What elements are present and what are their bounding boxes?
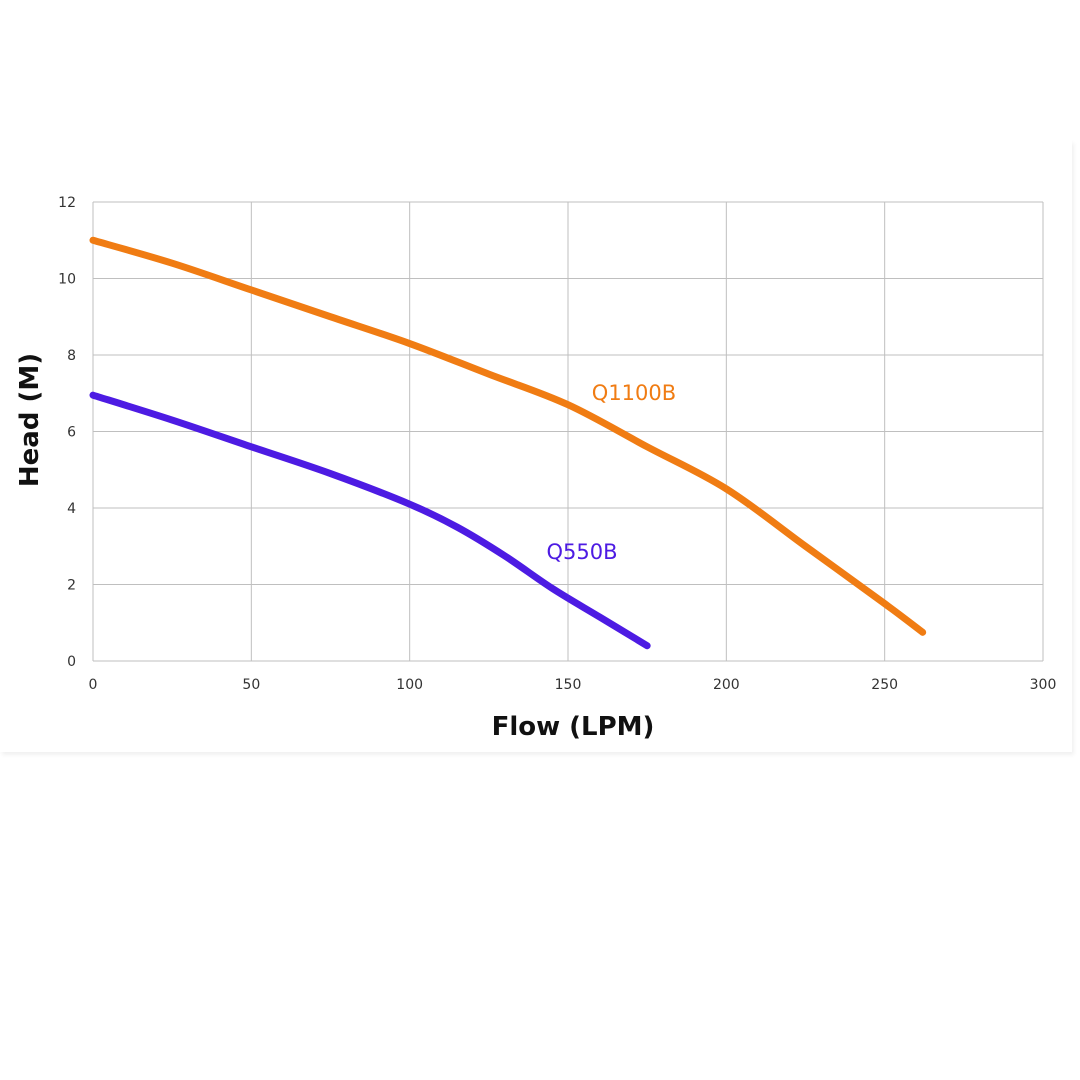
x-axis-title: Flow (LPM) [492,712,655,742]
x-tick-label: 100 [396,677,423,693]
x-tick-label: 200 [713,677,740,693]
y-tick-label: 4 [67,501,76,517]
y-axis-title: Head (M) [15,353,45,487]
y-tick-label: 2 [67,578,76,594]
x-tick-label: 150 [555,677,582,693]
series-line-q1100b [89,236,927,636]
grid [92,201,1044,662]
chart-panel: 0 50 100 150 200 250 300 0 2 4 6 8 10 12 Q1100B Q550B … [0,140,1072,752]
series-labels: Q1100B Q550B [546,381,676,564]
series-label-q1100b: Q1100B [592,381,676,405]
y-tick-label: 8 [67,348,76,364]
series-line-q550b [89,391,651,650]
y-tick-label: 0 [67,654,76,670]
tick-labels: 0 50 100 150 200 250 300 0 2 4 6 8 10 12 [58,195,1056,693]
x-tick-label: 250 [871,677,898,693]
y-tick-label: 6 [67,425,76,441]
y-tick-label: 10 [58,272,76,288]
x-tick-label: 50 [242,677,260,693]
series-lines [89,236,927,650]
y-tick-label: 12 [58,195,76,211]
series-label-q550b: Q550B [546,540,617,564]
x-tick-label: 300 [1030,677,1057,693]
x-tick-label: 0 [89,677,98,693]
